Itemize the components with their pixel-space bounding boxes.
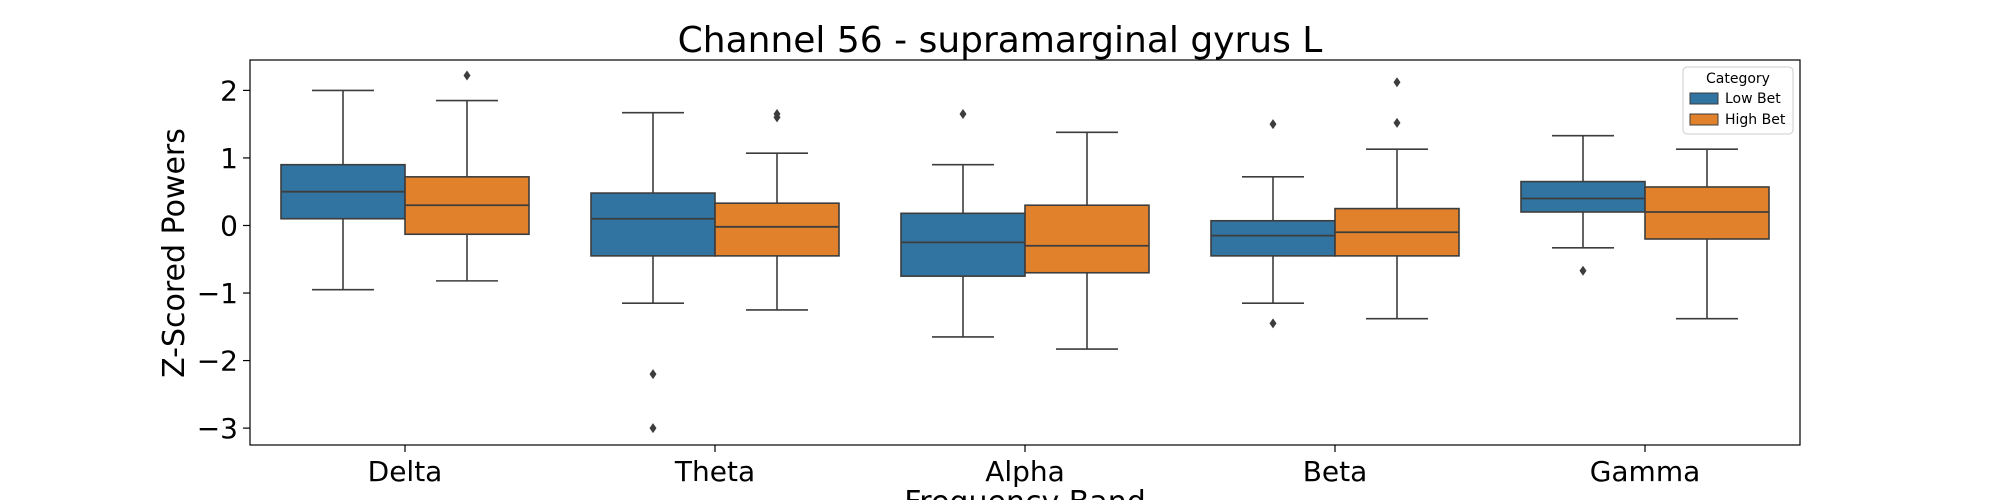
box-high-bet-theta bbox=[714, 109, 840, 311]
legend-label-low-bet: Low Bet bbox=[1725, 91, 1781, 107]
box-low-bet-beta bbox=[1210, 119, 1336, 329]
legend: Category Low Bet High Bet bbox=[1682, 66, 1794, 135]
x-axis-label: Frequency Band bbox=[904, 485, 1146, 500]
outlier-point bbox=[1269, 119, 1277, 130]
box-low-bet-alpha bbox=[900, 109, 1026, 338]
box-iqr bbox=[1210, 219, 1336, 257]
box-iqr bbox=[714, 202, 840, 257]
y-tick-label: −1 bbox=[197, 277, 238, 310]
y-axis: −3 −2 −1 0 1 2 bbox=[197, 74, 250, 445]
box-low-bet-theta bbox=[590, 111, 716, 434]
box-iqr bbox=[1520, 180, 1646, 213]
box-high-bet-gamma bbox=[1644, 148, 1770, 320]
box-iqr bbox=[590, 192, 716, 257]
box-high-bet-delta bbox=[404, 70, 530, 282]
legend-swatch-high-bet bbox=[1689, 113, 1719, 126]
box-low-bet-delta bbox=[280, 89, 406, 291]
x-tick-label-gamma: Gamma bbox=[1590, 455, 1701, 488]
y-tick-label: 1 bbox=[220, 142, 238, 175]
legend-label-high-bet: High Bet bbox=[1725, 112, 1786, 128]
outlier-point bbox=[463, 70, 471, 81]
box-high-bet-alpha bbox=[1024, 131, 1150, 350]
box-iqr bbox=[900, 212, 1026, 277]
legend-title: Category bbox=[1706, 71, 1770, 87]
y-tick-label: −2 bbox=[197, 345, 238, 378]
chart-title: Channel 56 - supramarginal gyrus L bbox=[678, 20, 1323, 61]
legend-swatch-low-bet bbox=[1689, 92, 1719, 105]
box-low-bet-gamma bbox=[1520, 134, 1646, 276]
box-iqr bbox=[1024, 204, 1150, 274]
outlier-point bbox=[1269, 318, 1277, 329]
boxes-layer bbox=[280, 70, 1770, 434]
x-axis: Delta Theta Alpha Beta Gamma bbox=[368, 445, 1701, 488]
outlier-point bbox=[1579, 265, 1587, 276]
outlier-point bbox=[649, 423, 657, 434]
x-tick-label-alpha: Alpha bbox=[985, 455, 1065, 488]
x-tick-label-beta: Beta bbox=[1303, 455, 1368, 488]
x-tick-label-delta: Delta bbox=[368, 455, 443, 488]
box-high-bet-beta bbox=[1334, 77, 1460, 320]
box-iqr bbox=[1644, 186, 1770, 240]
outlier-point bbox=[1393, 77, 1401, 88]
y-axis-label: Z-Scored Powers bbox=[157, 128, 192, 378]
outlier-point bbox=[959, 109, 967, 120]
outlier-point bbox=[1393, 117, 1401, 128]
y-tick-label: −3 bbox=[197, 412, 238, 445]
outlier-point bbox=[649, 369, 657, 380]
y-tick-label: 0 bbox=[220, 209, 238, 242]
y-tick-label: 2 bbox=[220, 74, 238, 107]
x-tick-label-theta: Theta bbox=[674, 455, 755, 488]
outlier-point bbox=[773, 109, 781, 120]
